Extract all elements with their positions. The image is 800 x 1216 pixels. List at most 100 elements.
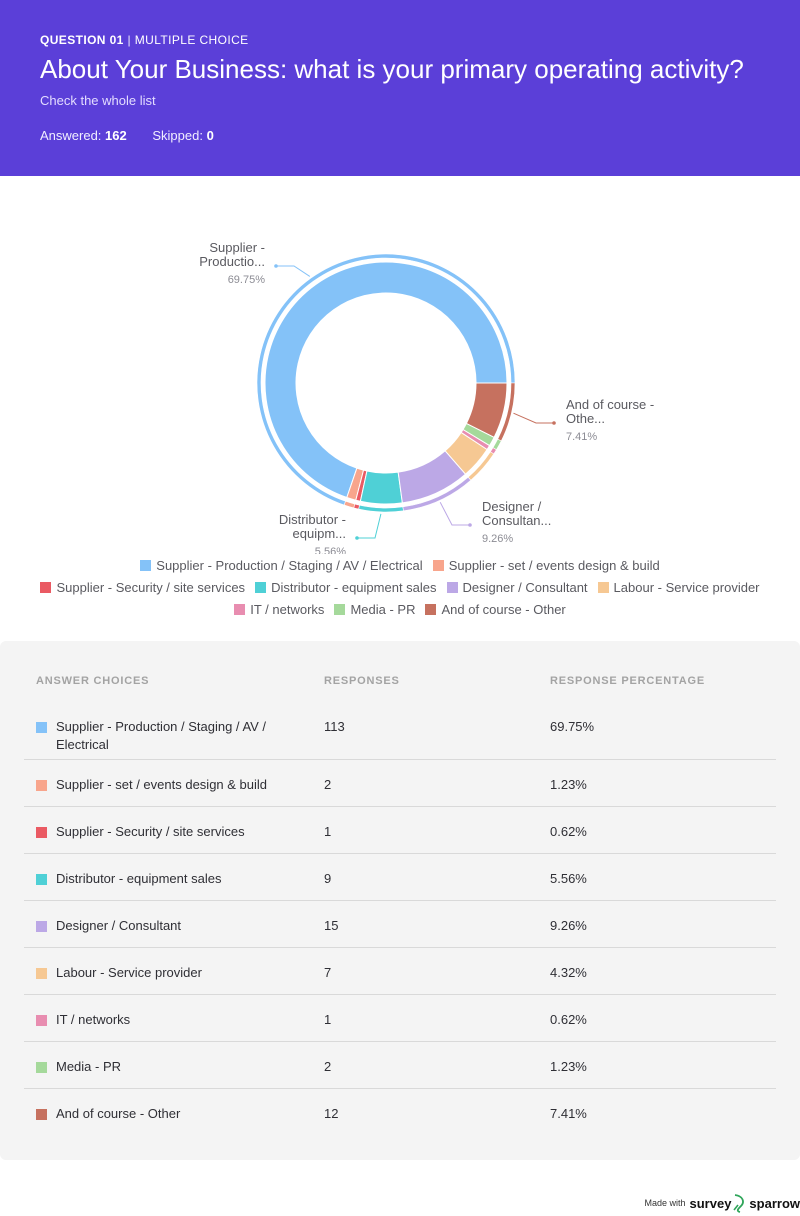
row-response-percentage: 7.41%	[550, 1106, 587, 1121]
legend-swatch	[234, 603, 246, 615]
row-response-count: 9	[324, 871, 332, 886]
table-row: IT / networks 1 0.62%	[24, 995, 776, 1042]
legend-swatch	[40, 581, 52, 593]
callout-and-of-course-other: And of course -Othe... 7.41%	[513, 397, 654, 443]
donut-chart: Supplier -Productio... 69.75% And of cours…	[199, 240, 654, 554]
row-response-percentage: 4.32%	[550, 965, 587, 980]
legend-item-supplier-security-site-services[interactable]: Supplier - Security / site services	[40, 580, 245, 595]
question-header: QUESTION 01 | MULTIPLE CHOICE About Your…	[0, 0, 800, 176]
legend-item-supplier-set-events-design-build[interactable]: Supplier - set / events design & build	[432, 557, 660, 573]
legend-label: Supplier - Security / site services	[56, 579, 246, 595]
row-answer-label: Supplier - set / events design & build	[56, 777, 268, 792]
row-response-count: 1	[324, 824, 332, 839]
row-color-swatch	[36, 722, 47, 733]
table-row: Distributor - equipment sales 9 5.56%	[24, 854, 776, 901]
ring-it-networks	[490, 447, 497, 455]
question-type: MULTIPLE CHOICE	[134, 33, 249, 47]
ring-media-pr	[492, 438, 502, 451]
row-response-percentage: 5.56%	[550, 871, 587, 886]
row-response-percentage: 69.75%	[550, 719, 595, 734]
row-answer-label: IT / networks	[56, 1012, 131, 1027]
callout-label: Productio...	[199, 254, 265, 269]
slice-media-pr[interactable]	[462, 422, 495, 447]
header-responses: RESPONSES	[324, 675, 400, 687]
legend-item-designer-consultant[interactable]: Designer / Consultant	[446, 579, 588, 595]
row-answer-label: Media - PR	[56, 1059, 122, 1074]
table-row: Labour - Service provider 7 4.32%	[24, 948, 776, 995]
legend-swatch	[334, 603, 346, 615]
row-color-swatch	[36, 780, 47, 791]
skipped-value: 0	[206, 128, 214, 143]
legend-label: IT / networks	[250, 601, 325, 617]
legend-row: Supplier - Production / Staging / AV / E…	[0, 554, 800, 576]
question-title: About Your Business: what is your primar…	[40, 54, 744, 84]
callout-line	[357, 513, 382, 539]
answered-value: 162	[105, 128, 127, 143]
row-color-swatch	[36, 921, 47, 932]
question-tag: QUESTION 01 | MULTIPLE CHOICE	[40, 33, 249, 47]
row-color-swatch	[36, 827, 47, 838]
slice-supplier-set-events-design-build[interactable]	[346, 467, 365, 501]
skipped-label: Skipped:	[152, 128, 203, 143]
legend-label: Supplier - Production / Staging / AV / E…	[156, 557, 423, 573]
row-response-count: 2	[324, 1059, 332, 1074]
ring-and-of-course-other	[497, 382, 516, 442]
callout-percent: 9.26%	[482, 533, 513, 545]
callout-label: Distributor -	[279, 512, 346, 527]
legend-swatch	[255, 581, 267, 593]
brand-part-survey: survey	[689, 1195, 732, 1211]
legend-label: Labour - Service provider	[613, 579, 760, 595]
callout-label: Designer /	[482, 499, 542, 514]
legend-item-supplier-production-staging-av-electrical[interactable]: Supplier - Production / Staging / AV / E…	[140, 557, 423, 573]
answered-label: Answered:	[40, 128, 102, 143]
legend-swatch	[597, 581, 609, 593]
callout-dot	[468, 523, 472, 527]
answered-stat: Answered: 162	[40, 128, 127, 143]
row-answer-label: Supplier - Production / Staging / AV / E…	[56, 719, 267, 752]
chart-legend: Supplier - Production / Staging / AV / E…	[0, 554, 800, 620]
callout-line	[439, 502, 470, 526]
question-separator: |	[123, 33, 135, 47]
ring-labour-service-provider	[467, 451, 495, 481]
table-row: Designer / Consultant 15 9.26%	[24, 901, 776, 948]
legend-label: Designer / Consultant	[462, 579, 588, 595]
row-response-percentage: 0.62%	[550, 1012, 587, 1027]
header-response-percentage: RESPONSE PERCENTAGE	[550, 675, 705, 687]
legend-label: And of course - Other	[441, 601, 566, 617]
legend-row: IT / networks Media - PR And of course - O…	[0, 598, 800, 620]
legend-item-distributor-equipment-sales[interactable]: Distributor - equipment sales	[255, 580, 437, 595]
footer-branding: Made with survey sparrow	[644, 1192, 800, 1214]
legend-item-it-networks[interactable]: IT / networks	[234, 602, 324, 617]
callout-line	[513, 412, 554, 424]
callout-label: Othe...	[566, 411, 605, 426]
row-answer-label: Distributor - equipment sales	[56, 871, 222, 886]
ring-designer-consultant	[402, 476, 472, 512]
legend-label: Media - PR	[350, 601, 416, 617]
callout-dot	[274, 264, 278, 268]
table-row: Media - PR 2 1.23%	[24, 1042, 776, 1089]
row-response-count: 12	[324, 1106, 339, 1121]
ring-supplier-set-events-design-build	[343, 500, 356, 509]
legend-item-media-pr[interactable]: Media - PR	[334, 602, 415, 617]
made-with-text: Made with	[644, 1198, 686, 1208]
legend-item-labour-service-provider[interactable]: Labour - Service provider	[597, 579, 760, 595]
legend-item-and-of-course-other[interactable]: And of course - Other	[425, 601, 566, 617]
table-row: Supplier - Production / Staging / AV / E…	[24, 702, 776, 760]
callout-distributor-equipment-sales: Distributor -equipm... 5.56%	[279, 512, 382, 554]
slice-supplier-production-staging-av-electrical[interactable]	[264, 261, 508, 499]
row-color-swatch	[36, 1015, 47, 1026]
results-table: ANSWER CHOICES RESPONSES RESPONSE PERCEN…	[0, 641, 800, 1160]
legend-label: Supplier - set / events design & build	[448, 557, 660, 573]
row-response-percentage: 9.26%	[550, 918, 587, 933]
legend-row: Supplier - Security / site services Distr…	[0, 576, 800, 598]
slice-designer-consultant[interactable]	[397, 450, 467, 504]
table-row: Supplier - set / events design & build 2 1…	[24, 760, 776, 807]
row-response-count: 2	[324, 777, 332, 792]
slice-and-of-course-other[interactable]	[465, 382, 508, 438]
callout-label: Consultan...	[482, 513, 551, 528]
row-color-swatch	[36, 1062, 47, 1073]
row-answer-label: Supplier - Security / site services	[56, 824, 245, 839]
ring-distributor-equipment-sales	[358, 504, 404, 513]
skipped-stat: Skipped: 0	[152, 128, 213, 143]
slice-distributor-equipment-sales[interactable]	[359, 470, 403, 505]
